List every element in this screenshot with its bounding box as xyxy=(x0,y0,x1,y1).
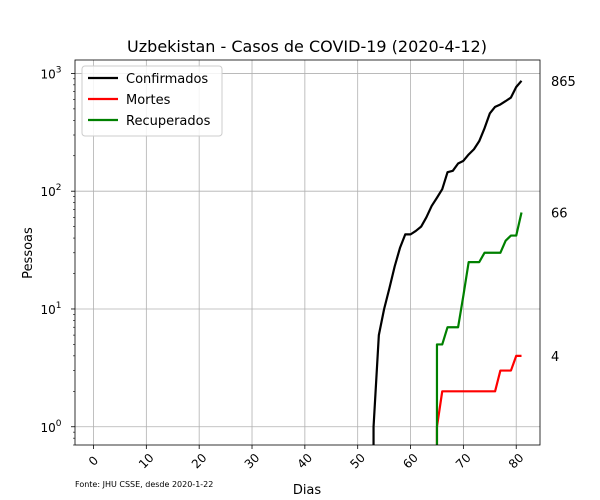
x-tick-label: 40 xyxy=(295,451,316,472)
series-lines xyxy=(372,80,523,445)
final-label-mortes: 4 xyxy=(551,350,559,365)
final-label-confirmados: 865 xyxy=(551,75,576,90)
series-line-mortes xyxy=(435,354,522,445)
source-note: Fonte: JHU CSSE, desde 2020-1-22 xyxy=(75,480,213,489)
x-tick-label: 70 xyxy=(453,451,474,472)
legend-label-recuperados: Recuperados xyxy=(126,114,211,129)
legend-label-confirmados: Confirmados xyxy=(126,72,208,87)
y-tick-label: 102 xyxy=(40,183,61,199)
x-tick-label: 50 xyxy=(347,451,368,472)
x-tick-label: 80 xyxy=(506,451,527,472)
x-axis-label: Dias xyxy=(293,483,322,498)
x-tick-label: 0 xyxy=(86,453,101,468)
legend-label-mortes: Mortes xyxy=(126,93,171,108)
final-value-labels: 865 4 66 xyxy=(551,75,576,365)
legend-box xyxy=(81,65,223,137)
x-tick-label: 30 xyxy=(242,451,263,472)
y-tick-label: 103 xyxy=(40,65,61,81)
y-tick-label: 101 xyxy=(40,301,61,317)
series-line-confirmados xyxy=(372,80,523,445)
y-tick-label: 100 xyxy=(40,419,61,435)
x-tick-label: 20 xyxy=(189,451,210,472)
final-label-recuperados: 66 xyxy=(551,206,568,221)
y-axis-label: Pessoas xyxy=(21,227,36,279)
y-axis-ticks: 100 101 102 103 xyxy=(40,65,75,446)
x-tick-label: 60 xyxy=(400,451,421,472)
legend: Confirmados Mortes Recuperados xyxy=(81,65,223,137)
chart-title: Uzbekistan - Casos de COVID-19 (2020-4-1… xyxy=(127,37,487,56)
series-line-recuperados xyxy=(435,212,523,445)
x-tick-label: 10 xyxy=(136,451,157,472)
x-axis-ticks: 0 10 20 30 40 50 60 70 80 xyxy=(86,445,527,471)
